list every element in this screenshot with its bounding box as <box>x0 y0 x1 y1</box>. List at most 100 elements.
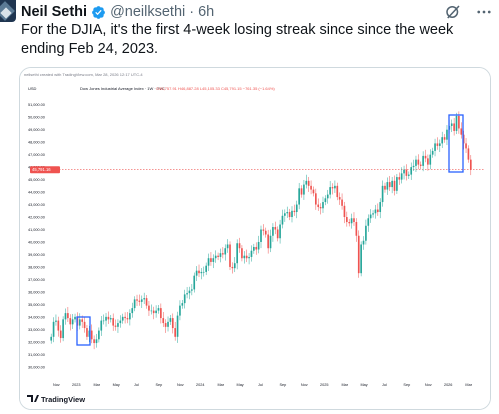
candle-body <box>171 318 174 329</box>
tweet-time[interactable]: 6h <box>198 4 215 20</box>
candle-body <box>317 204 320 208</box>
candle-body <box>140 299 143 302</box>
candle-body <box>279 224 281 239</box>
candle-body <box>253 246 255 251</box>
candle-body <box>241 248 243 259</box>
candle-body <box>391 180 393 188</box>
candle-body <box>133 299 136 309</box>
candle-body <box>303 184 305 195</box>
candle-body <box>138 300 141 302</box>
candle-body <box>469 159 472 170</box>
chart-attribution: neilsethi created with TradingView.com, … <box>24 72 143 77</box>
candle-body <box>336 185 339 198</box>
candle-body <box>124 316 126 319</box>
x-tick-label: May <box>113 383 120 387</box>
x-tick-label: 2025 <box>320 383 328 387</box>
candle-body <box>233 263 236 269</box>
candle-body <box>415 159 417 166</box>
candle-body <box>81 319 84 322</box>
tradingview-brand: TradingView <box>41 395 85 404</box>
candle-body <box>162 318 165 324</box>
more-options-icon[interactable] <box>475 3 493 21</box>
candle-body <box>207 258 210 266</box>
candle-body <box>360 244 362 274</box>
y-tick-label: 33,000.00 <box>28 328 45 332</box>
x-tick-label: Mar <box>93 383 100 387</box>
candle-body <box>155 310 157 314</box>
candle-body <box>410 167 413 175</box>
candle-body <box>331 187 334 189</box>
candle-body <box>281 215 284 225</box>
candle-body <box>396 177 398 191</box>
verified-badge-icon <box>92 5 105 19</box>
author-handle[interactable]: @neilksethi <box>110 4 186 20</box>
candle-body <box>357 235 360 274</box>
candle-body <box>427 158 429 165</box>
chart-symbol: Dow Jones Industrial Average Index · 1W … <box>80 86 165 91</box>
candle-body <box>319 207 322 209</box>
candle-body <box>126 318 129 320</box>
candle-body <box>64 313 67 320</box>
tradingview-logo[interactable]: TradingView <box>27 395 85 404</box>
candle-body <box>338 197 341 200</box>
candle-body <box>367 218 370 226</box>
candle-body <box>179 305 181 316</box>
candle-body <box>250 250 253 257</box>
candle-body <box>393 180 396 191</box>
candle-body <box>224 248 227 255</box>
candle-body <box>57 320 60 331</box>
candle-body <box>467 148 470 160</box>
candle-body <box>69 318 72 325</box>
y-tick-label: 51,000.00 <box>28 103 45 107</box>
candle-body <box>441 137 444 144</box>
chart-ohlc: O45,757.91 H46,887.28 L45,105.33 C45,791… <box>156 86 275 91</box>
candles <box>50 111 472 350</box>
chart-image[interactable]: neilsethi created with TradingView.com, … <box>19 67 491 410</box>
candle-body <box>374 209 377 214</box>
candle-body <box>112 318 115 326</box>
y-tick-label: 44,000.00 <box>28 191 45 195</box>
candle-body <box>200 271 203 274</box>
candle-body <box>376 209 379 213</box>
candle-body <box>181 303 184 306</box>
y-tick-label: 47,000.00 <box>28 153 45 157</box>
grok-icon[interactable] <box>444 3 462 21</box>
candle-body <box>293 210 296 213</box>
candle-body <box>195 270 198 276</box>
x-tick-label: 2026 <box>444 383 452 387</box>
candle-body <box>272 227 274 236</box>
candle-body <box>291 210 293 218</box>
candle-body <box>50 336 53 341</box>
candle-body <box>386 182 389 190</box>
y-tick-label: 48,000.00 <box>28 141 45 145</box>
y-tick-label: 36,000.00 <box>28 290 45 294</box>
x-tick-label: Jul <box>134 383 139 387</box>
candle-body <box>198 270 200 274</box>
candle-body <box>422 155 424 166</box>
candle-body <box>62 319 64 339</box>
candle-body <box>238 243 241 249</box>
candle-body <box>191 289 193 291</box>
candle-body <box>419 164 422 166</box>
candle-body <box>286 212 289 214</box>
candle-body <box>307 180 310 186</box>
author-name[interactable]: Neil Sethi <box>21 4 88 20</box>
candle-body <box>183 294 186 304</box>
highlight-box-2023 <box>76 316 91 346</box>
x-tick-label: Jul <box>382 383 387 387</box>
candle-body <box>446 129 448 140</box>
candle-body <box>167 321 169 327</box>
tradingview-logo-icon <box>27 395 39 402</box>
candle-body <box>365 225 367 241</box>
y-tick-label: 30,000.00 <box>28 365 45 369</box>
candle-body <box>350 218 353 224</box>
avatar[interactable] <box>0 0 16 22</box>
y-tick-label: 38,000.00 <box>28 265 45 269</box>
candle-body <box>176 315 179 337</box>
x-tick-label: Sep <box>403 383 410 387</box>
candle-body <box>353 218 355 223</box>
candle-body <box>102 320 105 322</box>
candle-body <box>136 299 138 301</box>
candle-body <box>462 134 465 144</box>
candle-body <box>157 308 160 311</box>
